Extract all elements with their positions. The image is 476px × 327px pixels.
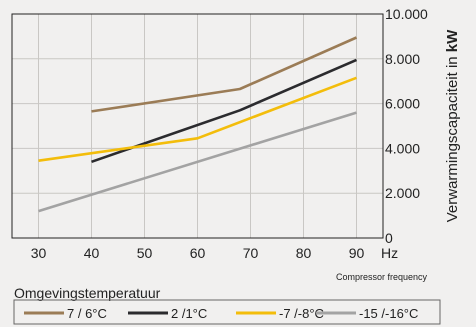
legend-label-1: 2 /1°C bbox=[171, 306, 207, 321]
x-secondary-label: Compressor frequency bbox=[336, 272, 428, 282]
legend-label-2: -7 /-8°C bbox=[279, 306, 324, 321]
series-line-1 bbox=[91, 58, 358, 164]
y-tick-label-0: 0 bbox=[385, 230, 393, 246]
x-tick-label-3: 60 bbox=[190, 245, 206, 261]
y-tick-label-2: 4.000 bbox=[385, 140, 420, 156]
y-tick-label-5: 10.000 bbox=[385, 6, 428, 22]
y-tick-label-3: 6.000 bbox=[385, 96, 420, 112]
y-axis-label-unit: kW bbox=[444, 29, 461, 52]
x-axis-unit: Hz bbox=[381, 245, 398, 261]
y-axis-label: Verwarmingscapaciteit in kW bbox=[444, 29, 461, 222]
x-tick-label-6: 90 bbox=[349, 245, 365, 261]
x-tick-label-0: 30 bbox=[31, 245, 47, 261]
plot-frame bbox=[11, 13, 384, 239]
legend-label-0: 7 / 6°C bbox=[67, 306, 107, 321]
series-line-0 bbox=[91, 36, 358, 113]
x-axis-label: Omgevingstemperatuur bbox=[14, 285, 161, 301]
x-tick-label-5: 80 bbox=[296, 245, 312, 261]
x-tick-label-1: 40 bbox=[84, 245, 100, 261]
series-line-3 bbox=[38, 111, 357, 213]
legend-label-3: -15 /-16°C bbox=[359, 306, 418, 321]
y-axis-label-prefix: Verwarmingscapaciteit in bbox=[444, 52, 461, 222]
x-tick-label-4: 70 bbox=[243, 245, 259, 261]
legend-box bbox=[13, 299, 441, 325]
y-tick-label-1: 2.000 bbox=[385, 185, 420, 201]
series-line-2 bbox=[38, 76, 357, 162]
x-tick-label-2: 50 bbox=[137, 245, 153, 261]
y-tick-label-4: 8.000 bbox=[385, 51, 420, 67]
